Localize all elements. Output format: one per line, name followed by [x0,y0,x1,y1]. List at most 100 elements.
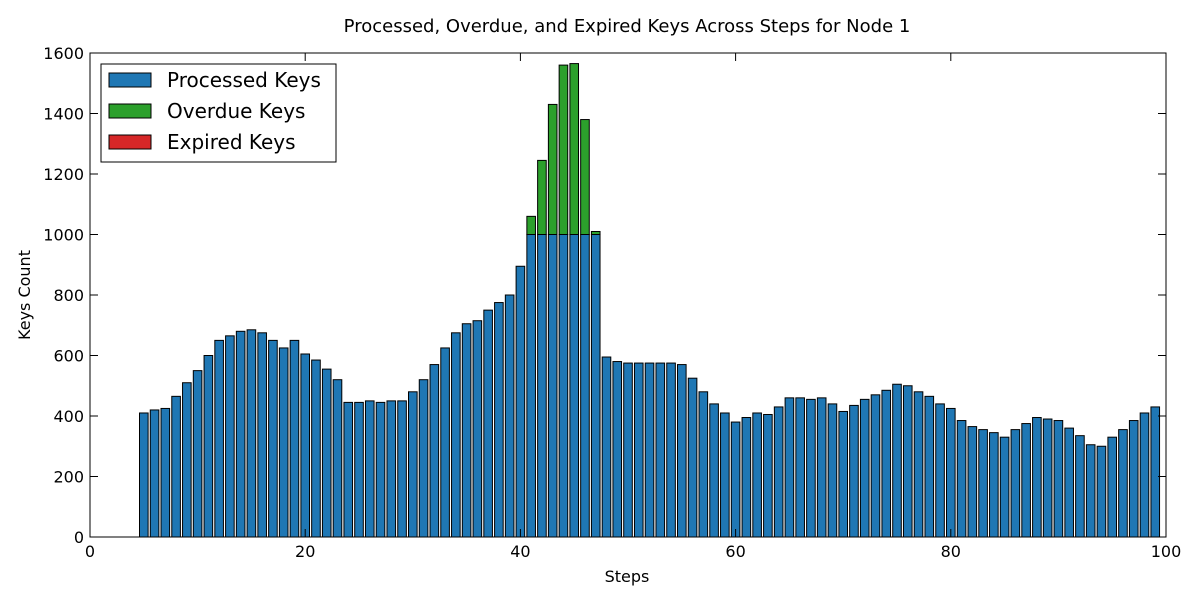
bar-processed-keys-step-25 [354,401,364,538]
bar-processed-keys-step-87 [1021,423,1031,538]
bar-processed-keys-step-39 [504,294,515,538]
bar-overdue-keys-step-47 [590,230,601,235]
bar-processed-keys-step-44 [558,234,569,538]
bar-processed-keys-step-38 [494,302,504,538]
bar-processed-keys-step-98 [1139,412,1150,538]
bar-processed-keys-step-33 [440,347,450,538]
bar-processed-keys-step-68 [816,397,827,538]
bar-processed-keys-step-74 [881,389,892,538]
bar-processed-keys-step-34 [451,332,461,538]
chart-title: Processed, Overdue, and Expired Keys Acr… [344,16,911,37]
bar-processed-keys-step-99 [1150,406,1161,538]
bar-processed-keys-step-37 [483,309,493,538]
bar-processed-keys-step-20 [300,353,311,538]
bar-processed-keys-step-40 [515,265,526,538]
bar-processed-keys-step-83 [978,429,988,538]
y-tick-label: 400 [53,407,84,426]
bar-processed-keys-step-59 [720,412,730,538]
bar-processed-keys-step-42 [537,234,547,538]
bar-processed-keys-step-15 [246,329,257,538]
bar-processed-keys-step-69 [827,403,838,538]
y-axis-label: Keys Count [15,250,34,340]
x-axis-label: Steps [605,567,650,586]
bar-processed-keys-step-43 [547,234,558,538]
bar-processed-keys-step-58 [709,403,719,538]
bar-processed-keys-step-18 [278,347,289,538]
bar-processed-keys-step-21 [311,359,321,538]
y-tick-label: 1200 [43,165,84,184]
bar-processed-keys-step-13 [225,335,235,538]
bar-processed-keys-step-90 [1053,420,1064,538]
bar-processed-keys-step-53 [655,362,666,538]
bar-overdue-keys-step-43 [547,103,558,235]
bar-processed-keys-step-57 [698,391,709,538]
y-tick-label: 1000 [43,226,84,245]
bar-processed-keys-step-45 [569,234,580,538]
bar-processed-keys-step-94 [1096,445,1107,538]
bar-overdue-keys-step-42 [537,159,547,235]
bar-processed-keys-step-46 [580,234,590,538]
bar-processed-keys-step-29 [397,400,407,538]
bar-overdue-keys-step-44 [558,64,569,235]
bar-processed-keys-step-64 [773,406,784,538]
bar-processed-keys-step-35 [461,323,472,538]
bar-processed-keys-step-9 [182,382,192,538]
bar-processed-keys-step-97 [1128,420,1139,538]
bar-processed-keys-step-75 [892,383,902,538]
legend-swatch [108,103,152,119]
bar-processed-keys-step-6 [149,409,160,538]
bar-processed-keys-step-61 [741,417,752,538]
bar-processed-keys-step-78 [924,395,935,538]
bar-processed-keys-step-96 [1118,429,1128,538]
plot-frame [89,52,1167,538]
legend-label: Expired Keys [167,130,296,154]
x-tick-label: 0 [85,542,95,561]
bar-processed-keys-step-11 [203,355,214,538]
bar-processed-keys-step-60 [730,421,741,538]
bar-processed-keys-step-65 [784,397,795,538]
bar-processed-keys-step-7 [160,407,171,538]
y-tick-label: 200 [53,468,84,487]
bar-processed-keys-step-82 [967,426,978,538]
x-tick-label: 40 [510,542,530,561]
bar-processed-keys-step-76 [902,385,913,538]
bar-processed-keys-step-49 [612,361,623,538]
bar-processed-keys-step-91 [1064,427,1074,538]
bar-processed-keys-step-14 [235,330,246,538]
bar-processed-keys-step-17 [268,339,278,538]
bar-processed-keys-step-93 [1085,444,1096,538]
bar-processed-keys-step-72 [859,398,870,538]
bar-processed-keys-step-19 [289,339,300,538]
bar-processed-keys-step-22 [321,368,332,538]
bar-processed-keys-step-81 [956,420,967,538]
bar-processed-keys-step-10 [192,370,203,538]
x-tick-label: 60 [725,542,745,561]
bar-processed-keys-step-56 [687,377,698,538]
bar-processed-keys-step-47 [590,234,601,538]
bar-processed-keys-step-51 [633,362,644,538]
legend-swatch [108,134,152,150]
bar-processed-keys-step-66 [795,397,805,538]
bar-processed-keys-step-48 [601,356,612,538]
bar-processed-keys-step-27 [375,401,386,538]
bar-processed-keys-step-50 [623,362,633,538]
bar-processed-keys-step-79 [935,403,945,538]
y-tick-label: 0 [74,528,84,547]
bar-processed-keys-step-73 [870,394,881,538]
bar-processed-keys-step-32 [429,364,440,538]
bar-processed-keys-step-5 [139,412,149,538]
bar-processed-keys-step-8 [171,395,181,538]
bar-processed-keys-step-88 [1032,417,1042,538]
bar-processed-keys-step-23 [332,379,343,538]
bar-processed-keys-step-41 [526,234,536,538]
bar-processed-keys-step-28 [386,400,397,538]
bar-processed-keys-step-89 [1042,418,1053,538]
x-tick-label: 100 [1151,542,1182,561]
y-tick-label: 1600 [43,44,84,63]
bar-processed-keys-step-52 [644,362,655,538]
ticks-group: 0 20 40 60 80 1000200400600800100012001400160… [43,44,1181,561]
x-tick-label: 80 [941,542,961,561]
x-tick-label: 20 [295,542,315,561]
bar-processed-keys-step-85 [999,436,1010,538]
